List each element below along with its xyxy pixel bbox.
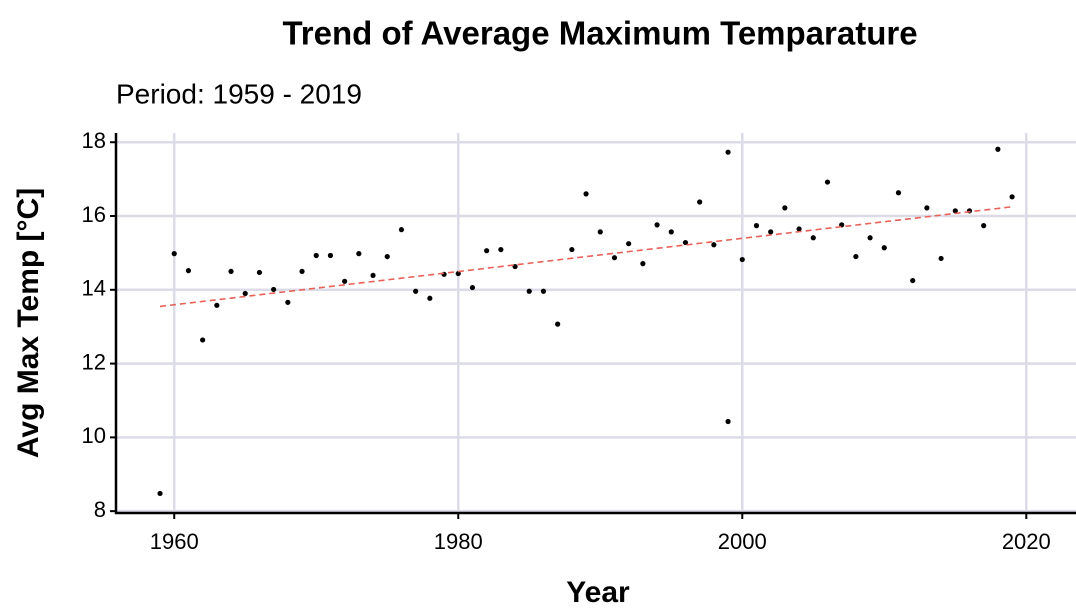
point (796, 226, 802, 232)
chart-title: Trend of Average Maximum Temparature (282, 15, 917, 52)
point (782, 205, 788, 211)
point (214, 302, 220, 308)
point (413, 288, 419, 294)
point (682, 239, 689, 246)
y-axis-label: Avg Max Temp [°C] (12, 188, 45, 458)
point (256, 269, 263, 276)
point (910, 277, 916, 284)
point (569, 246, 575, 253)
point (981, 223, 987, 229)
point (540, 288, 547, 294)
point (810, 235, 816, 241)
point (313, 252, 319, 259)
y-tick-label: 10 (82, 423, 106, 448)
point (583, 191, 589, 197)
point (157, 490, 163, 497)
point (739, 256, 745, 263)
point (498, 246, 504, 253)
point (299, 268, 305, 274)
point (668, 229, 674, 235)
y-tick-label: 16 (82, 202, 106, 227)
point (853, 253, 859, 260)
point (171, 251, 177, 257)
point (711, 242, 717, 248)
point (555, 321, 561, 327)
point (342, 278, 348, 284)
point (867, 235, 873, 241)
point (626, 241, 632, 247)
point (725, 149, 731, 155)
point (1009, 194, 1015, 200)
x-tick-label: 1960 (150, 529, 199, 554)
x-axis-label: Year (566, 576, 630, 609)
point (484, 248, 490, 254)
point (725, 418, 731, 425)
y-tick-label: 8 (94, 497, 106, 522)
point (597, 229, 603, 235)
point (924, 205, 930, 211)
point (200, 337, 206, 343)
point (285, 299, 291, 305)
point (185, 268, 192, 274)
point (881, 245, 887, 251)
point (356, 251, 362, 257)
y-tick-label: 12 (82, 349, 106, 374)
point (398, 227, 405, 233)
point (938, 255, 944, 262)
x-tick-label: 2020 (1002, 529, 1051, 554)
point (654, 222, 660, 228)
point (697, 199, 703, 205)
y-tick-label: 14 (82, 276, 106, 301)
point (228, 268, 234, 274)
point (952, 208, 958, 214)
point (640, 261, 646, 267)
point (526, 288, 532, 294)
point (242, 290, 248, 297)
point (895, 190, 902, 196)
point (768, 229, 774, 235)
y-tick-label: 18 (82, 128, 106, 153)
point (469, 284, 476, 291)
point (271, 286, 277, 293)
x-tick-label: 1980 (434, 529, 483, 554)
trend-line (159, 205, 1013, 308)
point (370, 272, 376, 279)
point (427, 295, 433, 301)
chart-subtitle: Period: 1959 - 2019 (116, 78, 362, 109)
x-tick-label: 2000 (718, 529, 767, 554)
point (384, 253, 390, 260)
point (512, 263, 518, 270)
point (455, 270, 461, 277)
point (995, 146, 1001, 152)
point (611, 255, 618, 261)
point (441, 271, 447, 277)
point (327, 252, 334, 259)
point (824, 179, 831, 185)
point (753, 223, 760, 229)
